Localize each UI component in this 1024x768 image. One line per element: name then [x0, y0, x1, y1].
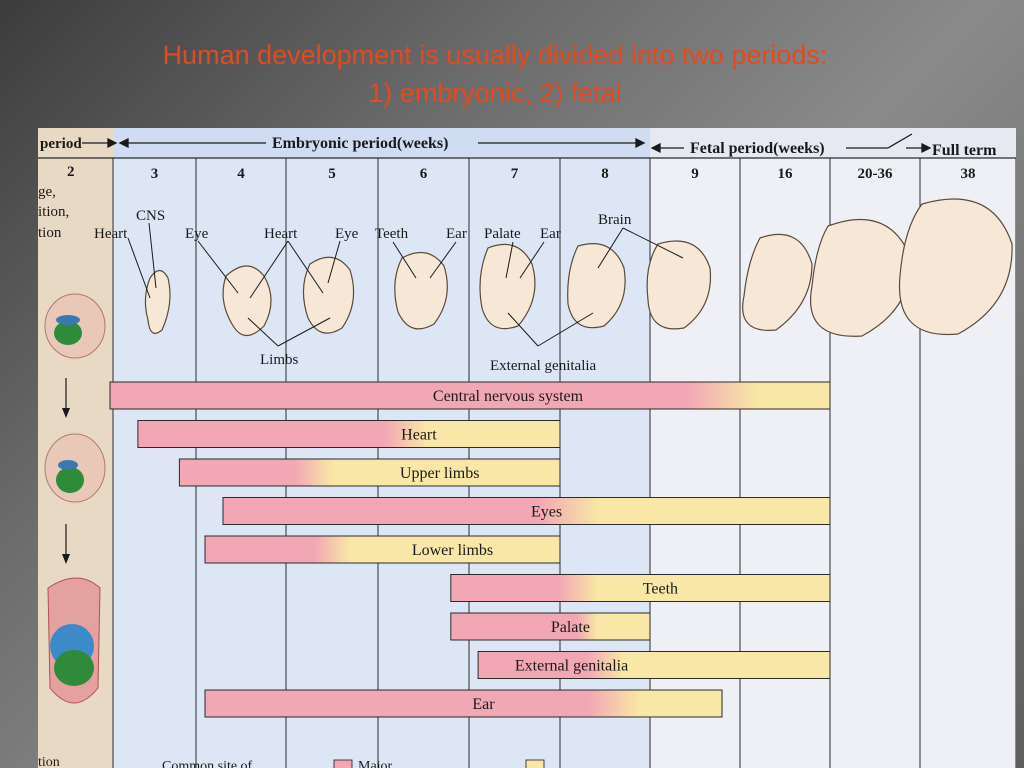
bar-ear	[204, 689, 723, 718]
bar-external-genitalia	[477, 651, 831, 679]
label-heart-3: Heart	[94, 226, 128, 242]
embryo-illustrations	[144, 198, 1013, 337]
week-number-9: 9	[691, 166, 699, 182]
fetus-week9	[646, 240, 712, 330]
fetal-period-label: Fetal period(weeks)	[690, 140, 825, 157]
full-term-label: Full term	[932, 142, 997, 159]
bar-lower-limbs	[204, 535, 561, 564]
development-bars: Central nervous system Heart Upper limbs Ey…	[109, 381, 831, 718]
title-line-1: Human development is usually divided int…	[162, 40, 828, 70]
embryonic-period-label: Embryonic period(weeks)	[272, 135, 448, 152]
week-number-4: 4	[237, 166, 245, 182]
slide-title: Human development is usually divided int…	[0, 36, 990, 112]
bar-label-external-genitalia: External genitalia	[515, 658, 628, 675]
legend-minor-swatch	[525, 759, 545, 768]
legend-text: Common site of	[162, 759, 253, 768]
bar-heart	[137, 420, 561, 448]
bar-label-heart: Heart	[401, 427, 437, 444]
bar-eyes	[222, 497, 831, 525]
embryo-week8	[567, 243, 626, 329]
embryo-week7	[479, 243, 536, 330]
timeline-svg: period Embryonic period(weeks) Fetal per…	[38, 128, 1016, 768]
fetus-week16	[742, 233, 813, 331]
bar-upper-limbs	[178, 458, 561, 487]
bar-label-palate: Palate	[551, 619, 590, 636]
left-label-2: ition,	[38, 204, 69, 220]
bar-central-nervous-system	[109, 381, 831, 410]
legend-major-swatch	[333, 759, 353, 768]
bottom-left-text: tion	[38, 755, 60, 768]
fetus-week20-36	[810, 218, 911, 337]
bar-label-upper-limbs: Upper limbs	[400, 465, 480, 482]
bar-label-ear: Ear	[472, 696, 495, 713]
fetus-week38	[898, 198, 1013, 336]
label-palate: Palate	[484, 226, 521, 242]
bar-teeth	[450, 574, 831, 602]
left-week-number: 2	[67, 164, 75, 180]
label-heart-5: Heart	[264, 226, 298, 242]
embryo-week3	[144, 269, 171, 334]
left-label-1: ge,	[38, 184, 56, 200]
label-cns: CNS	[136, 208, 165, 224]
bar-label-central-nervous-system: Central nervous system	[433, 388, 584, 405]
week-number-38: 38	[961, 166, 976, 182]
left-label-3: tion	[38, 225, 62, 241]
header-arrows	[82, 133, 932, 154]
week-number-8: 8	[601, 166, 609, 182]
label-limbs: Limbs	[260, 352, 298, 368]
left-period-label: period	[40, 136, 82, 152]
left-column-illustrations	[44, 293, 106, 704]
week-number-row: 3 4 5 6 7 8 9 16 20-36 38	[151, 166, 976, 182]
label-ear-8: Ear	[540, 226, 561, 242]
label-eye-5: Eye	[335, 226, 359, 242]
bar-label-eyes: Eyes	[531, 504, 562, 521]
development-timeline-figure: period Embryonic period(weeks) Fetal per…	[38, 128, 1016, 768]
bar-label-lower-limbs: Lower limbs	[412, 542, 493, 559]
organ-labels: CNS Heart Eye Heart Eye Teeth Ear Palate…	[94, 208, 632, 374]
bar-palate	[450, 612, 651, 641]
fetal-header-band	[650, 128, 1016, 158]
embryo-week4	[222, 265, 272, 337]
week-number-7: 7	[511, 166, 519, 182]
label-brain: Brain	[598, 212, 632, 228]
legend-major-text: Major	[358, 759, 393, 768]
week-number-16: 16	[778, 166, 794, 182]
bar-label-teeth: Teeth	[643, 581, 678, 598]
label-teeth: Teeth	[375, 226, 409, 242]
title-line-2: 1) embryonic, 2) fetal	[368, 78, 622, 108]
label-ear-6: Ear	[446, 226, 467, 242]
week-number-5: 5	[328, 166, 336, 182]
label-eye-4: Eye	[185, 226, 209, 242]
embryo-week5	[302, 256, 355, 334]
label-external-genitalia: External genitalia	[490, 358, 597, 374]
week-number-6: 6	[420, 166, 428, 182]
week-number-20-36: 20-36	[858, 166, 893, 182]
pointer-lines	[127, 222, 684, 347]
week-number-3: 3	[151, 166, 159, 182]
